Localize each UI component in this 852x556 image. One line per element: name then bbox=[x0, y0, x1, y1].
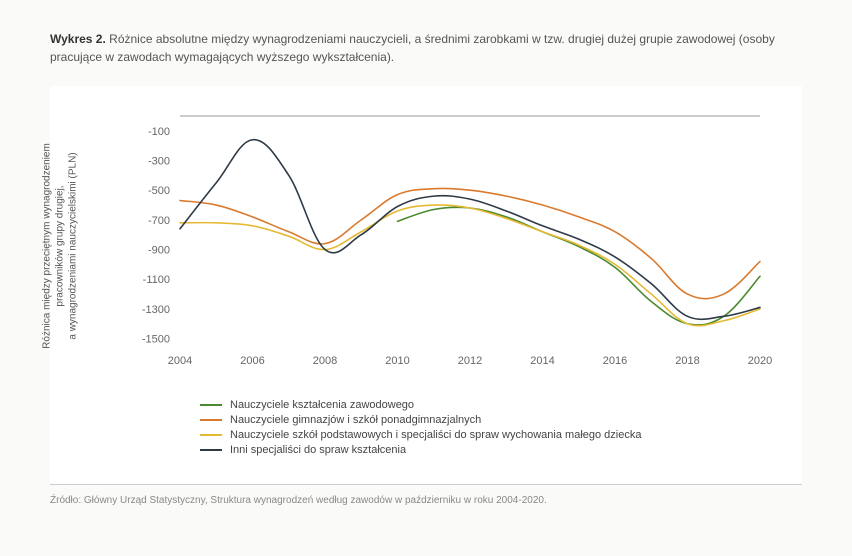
legend-label: Inni specjaliści do spraw kształcenia bbox=[230, 444, 406, 456]
title-text: Różnice absolutne między wynagrodzeniami… bbox=[50, 32, 775, 64]
y-axis-label: Różnica między przeciętnym wynagrodzenie… bbox=[41, 143, 80, 349]
page-container: Wykres 2. Różnice absolutne między wynag… bbox=[0, 0, 852, 556]
legend-swatch bbox=[200, 449, 222, 451]
svg-text:2006: 2006 bbox=[240, 355, 264, 367]
legend-item: Nauczyciele kształcenia zawodowego bbox=[200, 399, 782, 411]
series-line bbox=[180, 188, 760, 298]
svg-text:2004: 2004 bbox=[168, 355, 192, 367]
legend: Nauczyciele kształcenia zawodowego Nauczy… bbox=[70, 386, 782, 474]
svg-text:2008: 2008 bbox=[313, 355, 337, 367]
svg-text:-700: -700 bbox=[148, 215, 170, 227]
legend-label: Nauczyciele gimnazjów i szkół ponadgimna… bbox=[230, 414, 481, 426]
svg-text:2018: 2018 bbox=[675, 355, 699, 367]
svg-text:-300: -300 bbox=[148, 156, 170, 168]
legend-swatch bbox=[200, 434, 222, 436]
svg-text:2010: 2010 bbox=[385, 355, 409, 367]
series-line bbox=[398, 207, 761, 325]
source-note: Źródło: Główny Urząd Statystyczny, Struk… bbox=[50, 484, 802, 506]
legend-label: Nauczyciele kształcenia zawodowego bbox=[230, 399, 414, 411]
title-prefix: Wykres 2. bbox=[50, 32, 106, 46]
legend-item: Inni specjaliści do spraw kształcenia bbox=[200, 444, 782, 456]
svg-text:2016: 2016 bbox=[603, 355, 627, 367]
svg-text:2020: 2020 bbox=[748, 355, 772, 367]
svg-text:-100: -100 bbox=[148, 126, 170, 138]
legend-swatch bbox=[200, 419, 222, 421]
svg-text:-500: -500 bbox=[148, 185, 170, 197]
svg-text:-1500: -1500 bbox=[142, 334, 170, 346]
svg-text:-1100: -1100 bbox=[143, 274, 170, 286]
svg-text:2014: 2014 bbox=[530, 355, 554, 367]
svg-text:-900: -900 bbox=[148, 245, 170, 257]
chart-area: Różnica między przeciętnym wynagrodzenie… bbox=[70, 106, 782, 386]
chart-title: Wykres 2. Różnice absolutne między wynag… bbox=[0, 0, 852, 76]
svg-text:-1300: -1300 bbox=[142, 304, 170, 316]
legend-item: Nauczyciele szkół podstawowych i specjal… bbox=[200, 429, 782, 441]
legend-swatch bbox=[200, 404, 222, 406]
svg-text:2012: 2012 bbox=[458, 355, 482, 367]
legend-label: Nauczyciele szkół podstawowych i specjal… bbox=[230, 429, 641, 441]
chart-panel: Różnica między przeciętnym wynagrodzenie… bbox=[50, 86, 802, 484]
line-chart-svg: -100 -300 -500 -700 -900 -1100 -1300 -1500 2004 2… bbox=[70, 106, 780, 376]
legend-item: Nauczyciele gimnazjów i szkół ponadgimna… bbox=[200, 414, 782, 426]
